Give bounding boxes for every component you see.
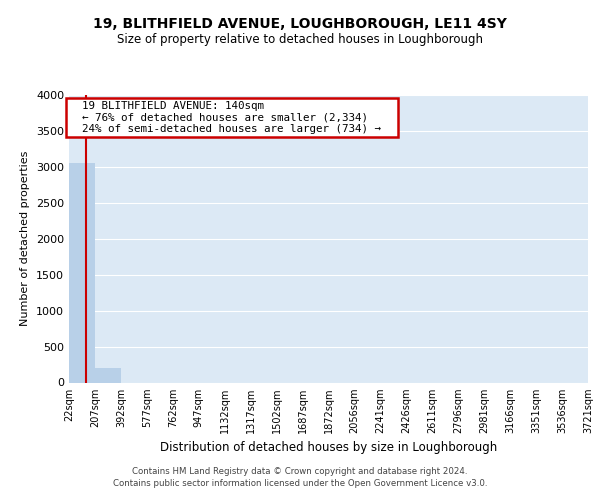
Bar xyxy=(95,368,121,382)
Y-axis label: Number of detached properties: Number of detached properties xyxy=(20,151,31,326)
Bar xyxy=(69,164,95,382)
Text: Contains public sector information licensed under the Open Government Licence v3: Contains public sector information licen… xyxy=(113,478,487,488)
Text: Contains HM Land Registry data © Crown copyright and database right 2024.: Contains HM Land Registry data © Crown c… xyxy=(132,467,468,476)
Text: 19 BLITHFIELD AVENUE: 140sqm  
  ← 76% of detached houses are smaller (2,334)  
: 19 BLITHFIELD AVENUE: 140sqm ← 76% of de… xyxy=(69,101,394,134)
Text: 19, BLITHFIELD AVENUE, LOUGHBOROUGH, LE11 4SY: 19, BLITHFIELD AVENUE, LOUGHBOROUGH, LE1… xyxy=(93,18,507,32)
X-axis label: Distribution of detached houses by size in Loughborough: Distribution of detached houses by size … xyxy=(160,441,497,454)
Text: Size of property relative to detached houses in Loughborough: Size of property relative to detached ho… xyxy=(117,32,483,46)
